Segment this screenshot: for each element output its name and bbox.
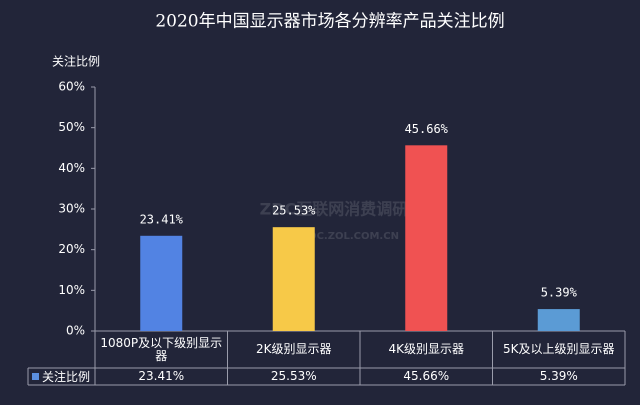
table-value: 45.66%: [403, 369, 450, 383]
y-tick-label: 10%: [58, 283, 85, 297]
y-axis-label: 关注比例: [52, 54, 100, 69]
bar: [405, 145, 448, 331]
table-value: 25.53%: [270, 369, 317, 383]
y-tick-label: 50%: [58, 120, 85, 134]
legend-swatch: [32, 373, 39, 380]
value-label: 5.39%: [541, 286, 578, 300]
y-tick-label: 40%: [58, 161, 85, 175]
bar: [537, 309, 580, 331]
y-tick-label: 30%: [58, 202, 85, 216]
chart-title: 2020年中国显示器市场各分辨率产品关注比例: [155, 12, 504, 32]
value-label: 23.41%: [140, 212, 184, 226]
category-label: 5K及以上级别显示器: [502, 342, 615, 356]
table-value: 23.41%: [138, 369, 185, 383]
watermark: ZDC互联网消费调研中心: [260, 200, 441, 219]
watermark: ZDC.ZOL.COM.CN: [301, 231, 399, 242]
category-label: 1080P及以下级别显示器: [100, 335, 223, 363]
value-label: 45.66%: [405, 122, 449, 136]
y-tick-label: 60%: [58, 80, 85, 94]
value-label: 25.53%: [272, 204, 316, 218]
table-value: 5.39%: [539, 369, 578, 383]
y-tick-label: 0%: [66, 324, 85, 338]
bar: [272, 227, 315, 331]
legend-label: 关注比例: [42, 369, 90, 384]
y-tick-label: 20%: [58, 242, 85, 256]
category-label: 2K级别显示器: [255, 342, 332, 356]
bar: [140, 235, 183, 331]
category-label: 4K级别显示器: [388, 342, 464, 356]
